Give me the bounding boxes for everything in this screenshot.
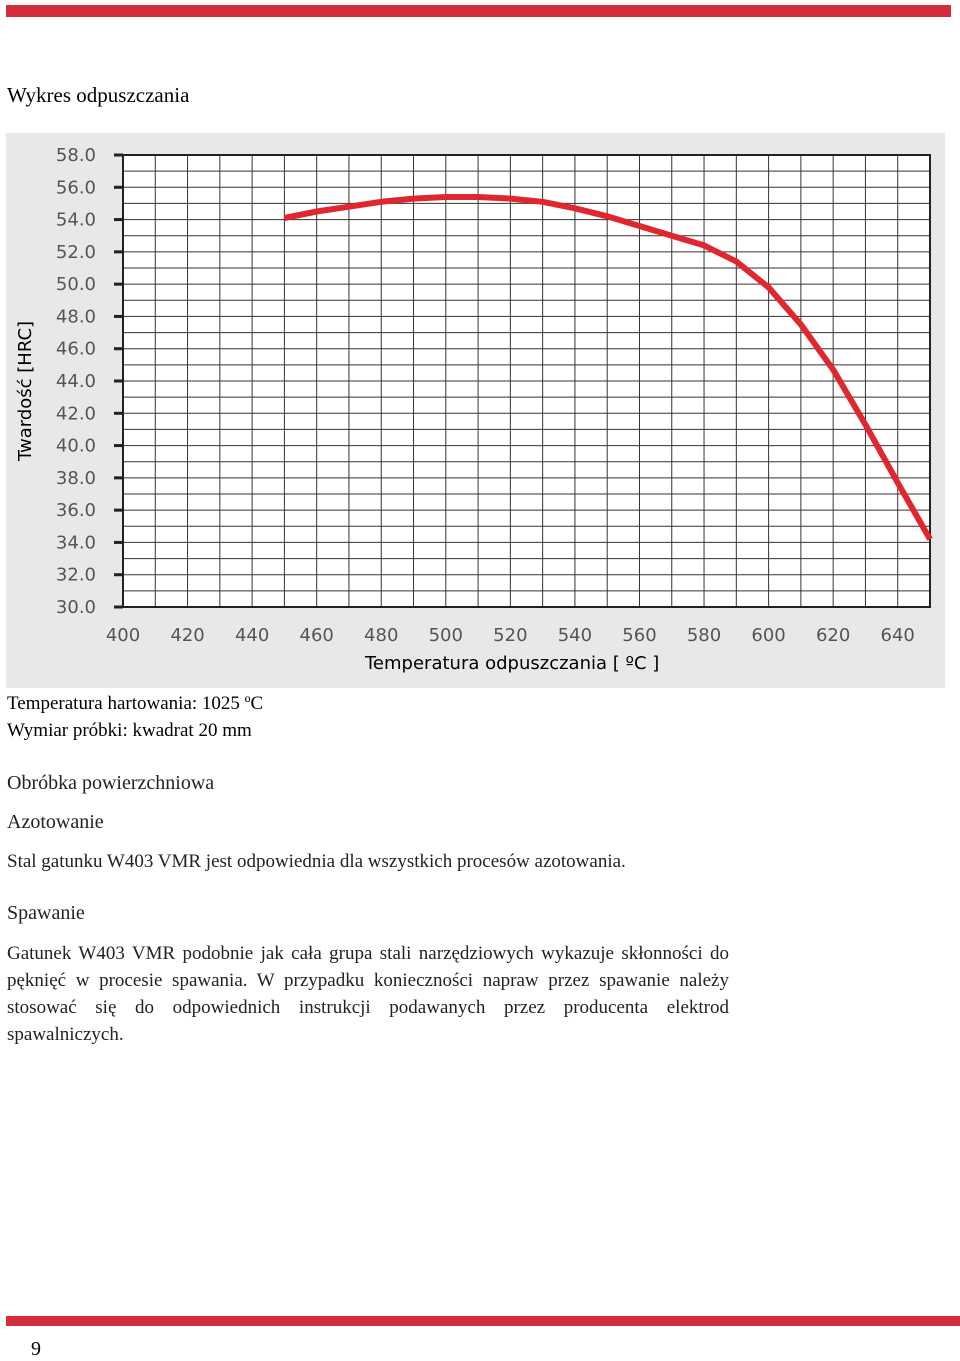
y-tick-label: 30.0 bbox=[56, 597, 96, 618]
y-tick-label: 32.0 bbox=[56, 565, 96, 586]
y-tick-label: 58.0 bbox=[56, 145, 96, 166]
x-tick-label: 640 bbox=[881, 625, 915, 646]
x-tick-label: 400 bbox=[106, 625, 140, 646]
y-tick-label: 36.0 bbox=[56, 500, 96, 521]
y-axis-title: Twardość [HRC] bbox=[15, 321, 36, 462]
sample-size: Wymiar próbki: kwadrat 20 mm bbox=[7, 720, 252, 741]
page-title: Wykres odpuszczania bbox=[7, 83, 190, 107]
x-tick-label: 520 bbox=[493, 625, 527, 646]
x-tick-label: 600 bbox=[751, 625, 785, 646]
chart-svg: 58.0 56.0 54.0 52.0 50.0 48.0 46.0 44.0 42.0 40.0… bbox=[15, 145, 933, 674]
y-tick-label: 50.0 bbox=[56, 274, 96, 295]
x-tick-label: 620 bbox=[816, 625, 850, 646]
y-tick-label: 54.0 bbox=[56, 210, 96, 231]
top-accent-bar bbox=[6, 5, 951, 17]
y-tick-label: 42.0 bbox=[56, 403, 96, 424]
y-tick-label: 46.0 bbox=[56, 339, 96, 360]
x-tick-label: 460 bbox=[300, 625, 334, 646]
x-tick-label: 480 bbox=[364, 625, 398, 646]
y-tick-label: 48.0 bbox=[56, 306, 96, 327]
x-tick-label: 580 bbox=[687, 625, 721, 646]
nitriding-heading: Azotowanie bbox=[7, 811, 104, 833]
x-tick-label: 540 bbox=[558, 625, 592, 646]
x-tick-label: 440 bbox=[235, 625, 269, 646]
x-tick-label: 420 bbox=[170, 625, 204, 646]
y-tick-label: 34.0 bbox=[56, 532, 96, 553]
y-tick-label: 38.0 bbox=[56, 468, 96, 489]
page-number: 9 bbox=[31, 1338, 41, 1360]
x-axis-title: Temperatura odpuszczania [ ºC ] bbox=[364, 653, 659, 674]
y-tick-label: 44.0 bbox=[56, 371, 96, 392]
welding-heading: Spawanie bbox=[7, 902, 85, 924]
y-tick-label: 40.0 bbox=[56, 436, 96, 457]
nitriding-text: Stal gatunku W403 VMR jest odpowiednia d… bbox=[7, 851, 626, 872]
y-tick-label: 56.0 bbox=[56, 177, 96, 198]
y-tick-label: 52.0 bbox=[56, 242, 96, 263]
bottom-accent-bar bbox=[6, 1316, 960, 1326]
surface-treatment-heading: Obróbka powierzchniowa bbox=[7, 772, 215, 794]
welding-text: Gatunek W403 VMR podobnie jak cała grupa… bbox=[7, 943, 729, 1045]
x-tick-label: 500 bbox=[429, 625, 463, 646]
x-tick-label: 560 bbox=[622, 625, 656, 646]
hardening-temperature: Temperatura hartowania: 1025 ºC bbox=[7, 693, 264, 714]
tempering-chart: 58.0 56.0 54.0 52.0 50.0 48.0 46.0 44.0 42.0 40.0… bbox=[6, 133, 945, 688]
hardness-curve bbox=[283, 194, 933, 541]
